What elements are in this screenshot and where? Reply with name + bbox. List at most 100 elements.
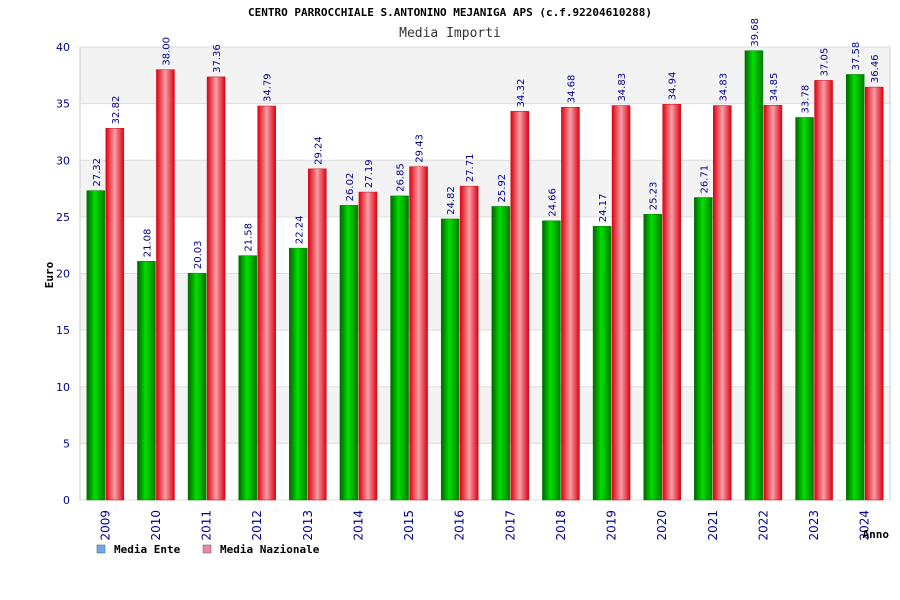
value-label: 27.32 [92, 158, 103, 187]
bar-media-ente-2014 [339, 205, 359, 501]
value-label: 36.46 [870, 54, 881, 83]
value-label: 21.08 [142, 229, 153, 258]
bar-media-ente-2011 [187, 272, 207, 501]
bar-media-ente-2024 [845, 74, 865, 501]
value-label: 26.02 [345, 173, 356, 202]
value-label: 34.79 [263, 73, 274, 102]
bar-media-ente-2009 [86, 190, 106, 501]
bars [86, 50, 884, 501]
value-label: 26.85 [396, 163, 407, 192]
x-tick-label: 2020 [655, 510, 669, 541]
bar-media-nazionale-2022 [763, 105, 783, 501]
x-tick-label: 2010 [149, 510, 163, 541]
value-label: 38.00 [161, 37, 172, 66]
x-tick-label: 2014 [351, 510, 365, 541]
x-tick-label: 2012 [250, 510, 264, 541]
y-tick-label: 15 [56, 324, 70, 337]
value-label: 34.68 [566, 75, 577, 104]
x-tick-label: 2009 [98, 510, 112, 541]
value-label: 34.85 [769, 73, 780, 102]
bar-media-nazionale-2013 [308, 168, 327, 501]
x-tick-label: 2016 [453, 510, 467, 541]
value-label: 27.71 [465, 154, 476, 183]
y-tick-label: 25 [56, 211, 70, 224]
x-tick-label: 2022 [756, 510, 770, 541]
bar-media-nazionale-2014 [358, 191, 378, 501]
bar-media-nazionale-2020 [662, 104, 681, 501]
bar-media-ente-2021 [694, 197, 713, 501]
y-axis-label: Euro [43, 261, 56, 288]
x-tick-label: 2019 [605, 510, 619, 541]
value-label: 26.71 [699, 165, 710, 194]
value-label: 39.68 [750, 18, 761, 47]
bar-media-nazionale-2015 [409, 166, 428, 501]
value-label: 25.92 [497, 174, 508, 203]
chart-title: CENTRO PARROCCHIALE S.ANTONINO MEJANIGA … [248, 6, 652, 19]
value-label: 34.83 [718, 73, 729, 102]
y-tick-label: 30 [56, 154, 70, 167]
bar-media-ente-2020 [643, 214, 662, 501]
bar-media-nazionale-2023 [814, 80, 833, 501]
y-tick-label: 10 [56, 381, 70, 394]
x-tick-label: 2013 [301, 510, 315, 541]
value-label: 34.32 [516, 79, 527, 108]
value-label: 29.43 [415, 134, 426, 163]
bar-media-ente-2010 [137, 261, 156, 501]
bar-media-ente-2019 [592, 226, 612, 501]
bar-media-nazionale-2010 [156, 69, 175, 501]
value-label: 24.82 [446, 186, 457, 215]
value-label: 24.66 [547, 188, 558, 217]
legend-label: Media Ente [114, 543, 181, 556]
value-label: 24.17 [598, 194, 609, 223]
value-label: 37.36 [212, 44, 223, 73]
bar-media-ente-2016 [440, 218, 460, 501]
bar-media-nazionale-2009 [105, 128, 125, 501]
value-label: 34.83 [617, 73, 628, 102]
value-label: 25.23 [649, 182, 660, 211]
bar-media-ente-2022 [744, 50, 764, 501]
chart-subtitle: Media Importi [399, 26, 501, 41]
legend-swatch [202, 544, 212, 554]
value-labels: 27.32 32.82 21.08 38.00 20.03 37.36 21.58 34.79… [92, 18, 881, 269]
bar-media-ente-2013 [289, 247, 308, 501]
value-label: 34.94 [668, 72, 679, 101]
value-label: 32.82 [111, 96, 122, 125]
bar-media-nazionale-2016 [459, 185, 479, 501]
bar-media-ente-2018 [542, 220, 561, 501]
bar-media-ente-2017 [491, 206, 511, 501]
x-tick-label: 2011 [200, 510, 214, 541]
value-label: 27.19 [364, 159, 375, 188]
y-tick-label: 35 [56, 98, 70, 111]
bar-media-nazionale-2024 [864, 86, 884, 501]
bar-media-ente-2023 [795, 117, 814, 501]
y-tick-label: 40 [56, 41, 70, 54]
x-tick-label: 2024 [858, 510, 872, 541]
value-label: 29.24 [313, 136, 324, 165]
value-label: 33.78 [801, 85, 812, 114]
bar-media-nazionale-2012 [257, 105, 276, 501]
bar-media-nazionale-2019 [611, 105, 631, 501]
x-tick-label: 2023 [807, 510, 821, 541]
value-label: 22.24 [294, 215, 305, 244]
value-label: 21.58 [244, 223, 255, 252]
bar-media-nazionale-2011 [206, 76, 226, 501]
bar-media-ente-2015 [390, 195, 409, 501]
legend-swatch [96, 544, 106, 554]
legend: Media Ente Media Nazionale [96, 543, 320, 556]
y-axis-ticks: 0 5 10 15 20 25 30 35 40 [56, 41, 70, 507]
y-tick-label: 20 [56, 268, 70, 281]
x-tick-label: 2015 [402, 510, 416, 541]
bar-media-ente-2012 [238, 255, 257, 501]
bar-media-nazionale-2017 [510, 111, 530, 501]
value-label: 37.05 [820, 48, 831, 77]
x-axis-label: Anno [863, 528, 890, 541]
value-label: 20.03 [193, 241, 204, 270]
legend-label: Media Nazionale [220, 543, 320, 556]
x-tick-label: 2018 [554, 510, 568, 541]
x-axis-ticks: 2009 2010 2011 2012 2013 2014 2015 2016 2017 2018… [98, 510, 871, 541]
y-tick-label: 5 [63, 437, 70, 450]
x-tick-label: 2021 [706, 510, 720, 541]
bar-media-nazionale-2018 [561, 106, 580, 501]
x-tick-label: 2017 [503, 510, 517, 541]
